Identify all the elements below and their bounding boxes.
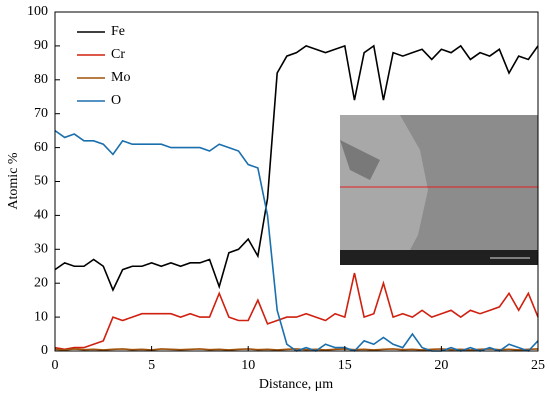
legend-label: Cr [111, 47, 125, 62]
x-tick-label: 25 [531, 358, 545, 373]
series-line [54, 272, 539, 351]
x-tick-label: 0 [52, 358, 59, 373]
x-axis-title: Distance, μm [259, 377, 333, 392]
sem-inset [340, 115, 538, 265]
x-tick-label: 10 [241, 358, 255, 373]
y-tick-label: 20 [34, 275, 48, 290]
y-tick-label: 60 [34, 140, 48, 155]
legend-label: O [111, 93, 121, 108]
x-tick-label: 15 [338, 358, 352, 373]
y-axis-title: Atomic % [6, 152, 21, 209]
y-tick-label: 50 [34, 174, 48, 189]
y-tick-label: 90 [34, 38, 48, 53]
x-tick-label: 20 [434, 358, 448, 373]
series-line [54, 44, 539, 292]
legend-label: Mo [111, 70, 130, 85]
y-tick-label: 40 [34, 208, 48, 223]
y-tick-label: 0 [41, 343, 48, 358]
y-tick-label: 30 [34, 242, 48, 257]
y-tick-label: 100 [27, 4, 48, 19]
y-tick-label: 80 [34, 72, 48, 87]
y-tick-label: 70 [34, 106, 48, 121]
x-tick-label: 5 [148, 358, 155, 373]
legend-label: Fe [111, 24, 125, 39]
y-tick-label: 10 [34, 309, 48, 324]
